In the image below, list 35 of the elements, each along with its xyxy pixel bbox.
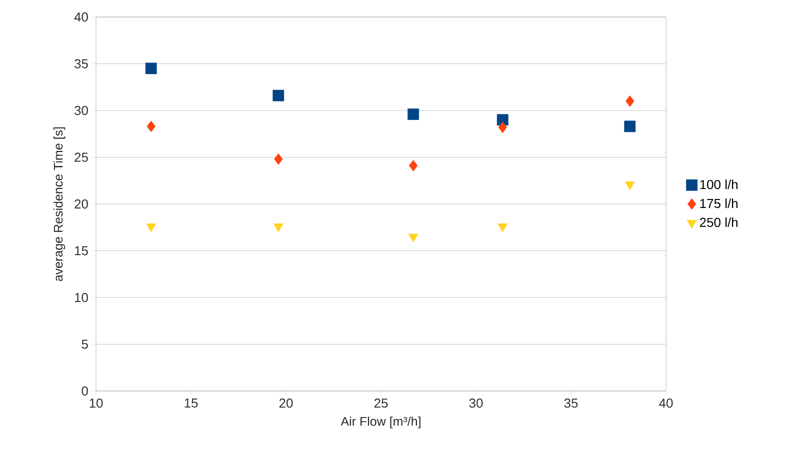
point	[624, 181, 635, 190]
x-tick-label: 10	[90, 398, 103, 408]
point	[146, 223, 156, 232]
point	[626, 95, 634, 107]
legend-label: 250 l/h	[700, 217, 738, 228]
y-axis-title: average Residence Time [s]	[53, 127, 66, 282]
y-tick-label: 20	[74, 199, 88, 209]
point	[624, 120, 636, 132]
y-tick-label: 15	[74, 246, 88, 256]
y-tick-label: 40	[74, 12, 88, 22]
x-axis-title: Air Flow [m³/h]	[340, 416, 420, 428]
y-tick-label: 30	[74, 106, 88, 116]
y-tick-label: 35	[74, 59, 88, 68]
point	[272, 90, 284, 102]
point	[145, 62, 157, 74]
legend-label: 100 l/h	[700, 180, 738, 190]
x-tick-label: 30	[469, 398, 483, 408]
point	[274, 153, 283, 165]
point	[408, 108, 420, 120]
point	[408, 160, 418, 172]
x-tick-label: 35	[564, 398, 578, 408]
x-tick-label: 20	[279, 398, 293, 408]
x-tick-label: 40	[659, 398, 673, 408]
point	[273, 223, 284, 232]
y-tick-label: 5	[82, 340, 88, 349]
y-tick-label: 0	[82, 386, 88, 396]
x-tick-label: 25	[374, 398, 388, 408]
x-tick-label: 15	[184, 398, 198, 408]
point	[146, 120, 156, 132]
legend-label: 175 l/h	[700, 198, 738, 208]
y-tick-label: 10	[74, 292, 88, 302]
point	[498, 223, 508, 232]
point	[498, 122, 507, 134]
point	[408, 234, 418, 242]
y-tick-label: 25	[74, 152, 88, 162]
